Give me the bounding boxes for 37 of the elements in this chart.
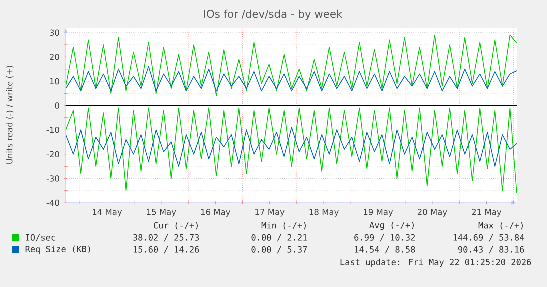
line-series — [66, 66, 517, 92]
chart-title: IOs for /dev/sda - by week — [204, 10, 343, 20]
y-tick-label: 10 — [50, 78, 60, 85]
line-series — [66, 34, 517, 96]
text: 38.02 / 25.73 — [134, 234, 200, 242]
y-tick-label: -30 — [46, 176, 60, 182]
text: 15.60 / 14.26 — [134, 246, 200, 254]
x-tick-label: 19 May — [364, 209, 394, 217]
y-tick-label: 30 — [50, 30, 60, 36]
text: 90.43 / 83.16 — [458, 246, 524, 254]
x-tick-label: 14 May — [93, 209, 122, 217]
text: 0.00 / 2.21 — [252, 234, 308, 242]
text: Last update: Fri May 22 01:25:20 2026 — [340, 258, 532, 268]
x-tick-label: 16 May — [201, 209, 230, 217]
legend-label: IO/sec — [26, 234, 56, 242]
text: 14.54 / 8.58 — [355, 246, 416, 254]
text: Min (-/+) — [262, 222, 306, 230]
y-tick-label: -20 — [46, 151, 60, 158]
y-axis-title: Units read (-) / write (+) — [6, 66, 14, 164]
line-series — [66, 108, 517, 194]
y-tick-label: 20 — [50, 54, 60, 60]
text: 6.99 / 10.32 — [354, 234, 416, 242]
x-tick-label: 20 May — [418, 209, 448, 217]
text: Max (-/+) — [478, 222, 523, 230]
text: 0.00 / 5.37 — [252, 246, 308, 254]
x-tick-label: 21 May — [472, 209, 502, 217]
x-tick-label: 17 May — [256, 209, 285, 217]
text: Avg (-/+) — [370, 222, 414, 230]
legend-label: Req Size (KB) — [26, 246, 90, 254]
y-tick-label: 0 — [55, 102, 60, 109]
text: Cur (-/+) — [154, 222, 198, 230]
line-series — [66, 127, 517, 167]
y-tick-label: -40 — [46, 200, 60, 206]
x-tick-label: 15 May — [147, 209, 176, 217]
text: 144.69 / 53.84 — [454, 234, 524, 242]
y-tick-label: -10 — [46, 126, 60, 134]
x-tick-label: 18 May — [310, 209, 339, 217]
